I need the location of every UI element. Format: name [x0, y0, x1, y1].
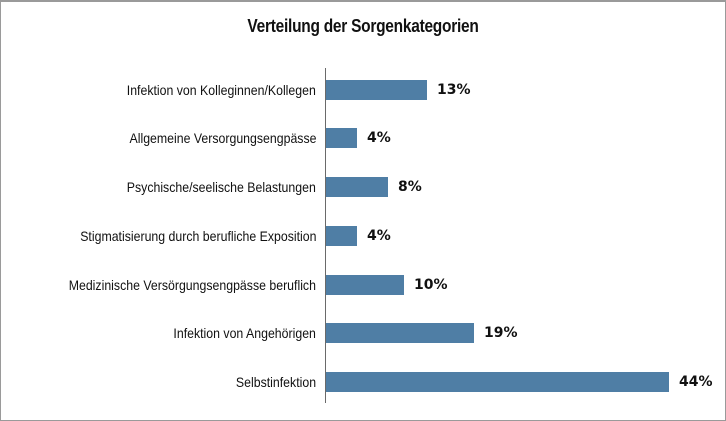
bar-row: Medizinische Versörgungsengpässe berufli… [0, 275, 726, 295]
category-label: Infektion von Kolleginnen/Kollegen [126, 82, 316, 98]
bar [326, 128, 357, 148]
bar-row: Selbstinfektion 44% [0, 372, 726, 392]
bar [326, 177, 388, 197]
bar-row: Stigmatisierung durch berufliche Exposit… [0, 226, 726, 246]
category-label: Medizinische Versörgungsengpässe berufli… [68, 277, 316, 293]
category-label: Allgemeine Versorgungsengpässe [129, 130, 316, 146]
value-label: 13% [437, 82, 471, 98]
value-label: 10% [414, 277, 448, 293]
bar [326, 323, 474, 343]
value-label: 4% [367, 228, 391, 244]
value-label: 19% [484, 325, 518, 341]
bar-row: Psychische/seelische Belastungen 8% [0, 177, 726, 197]
value-label: 8% [398, 179, 422, 195]
bar [326, 372, 669, 392]
bar [326, 226, 357, 246]
bar-row: Allgemeine Versorgungsengpässe 4% [0, 128, 726, 148]
category-label: Psychische/seelische Belastungen [126, 179, 316, 195]
value-label: 4% [367, 130, 391, 146]
category-label: Stigmatisierung durch berufliche Exposit… [79, 228, 316, 244]
category-label: Infektion von Angehörigen [173, 325, 316, 341]
bar [326, 275, 404, 295]
bar-row: Infektion von Angehörigen 19% [0, 323, 726, 343]
chart-title: Verteilung der Sorgenkategorien [247, 16, 479, 36]
bar [326, 80, 427, 100]
category-axis-line [325, 68, 326, 403]
bar-row: Infektion von Kolleginnen/Kollegen 13% [0, 80, 726, 100]
value-label: 44% [679, 374, 713, 390]
category-label: Selbstinfektion [235, 374, 316, 390]
